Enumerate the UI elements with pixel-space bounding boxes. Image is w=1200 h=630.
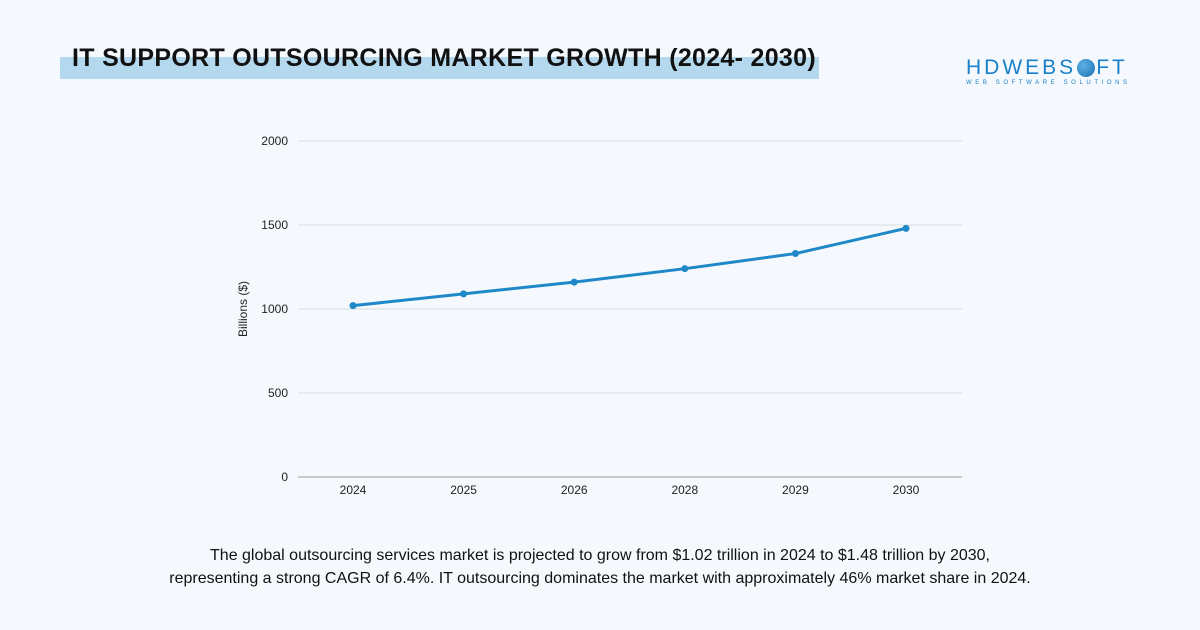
data-point xyxy=(902,224,910,232)
logo-wordmark: HDWEBS FT xyxy=(966,56,1128,79)
caption: The global outsourcing services market i… xyxy=(0,544,1200,590)
globe-icon xyxy=(1077,59,1096,77)
data-point xyxy=(791,250,799,258)
data-point xyxy=(570,278,578,286)
x-tick-label: 2030 xyxy=(893,483,920,497)
y-tick-label: 1500 xyxy=(261,218,288,232)
title-highlight xyxy=(60,57,819,79)
x-tick-label: 2028 xyxy=(671,483,698,497)
y-axis-label: Billions ($) xyxy=(236,281,250,337)
logo-tagline: WEB SOFTWARE SOLUTIONS xyxy=(966,80,1131,86)
data-point xyxy=(349,302,357,310)
y-tick-label: 500 xyxy=(268,386,288,400)
x-tick-label: 2029 xyxy=(782,483,809,497)
x-tick-label: 2026 xyxy=(561,483,588,497)
y-tick-label: 1000 xyxy=(261,302,288,316)
logo: HDWEBS FT WEB SOFTWARE SOLUTIONS xyxy=(966,56,1138,86)
caption-line-2: representing a strong CAGR of 6.4%. IT o… xyxy=(169,570,1031,587)
x-tick-label: 2025 xyxy=(450,483,477,497)
series-line xyxy=(352,226,907,308)
y-tick-label: 0 xyxy=(281,470,288,484)
caption-line-1: The global outsourcing services market i… xyxy=(210,547,990,564)
x-tick-label: 2024 xyxy=(340,483,367,497)
page-title: IT SUPPORT OUTSOURCING MARKET GROWTH (20… xyxy=(72,44,816,72)
data-point xyxy=(460,290,468,298)
data-point xyxy=(681,265,689,273)
y-tick-label: 2000 xyxy=(261,134,288,148)
